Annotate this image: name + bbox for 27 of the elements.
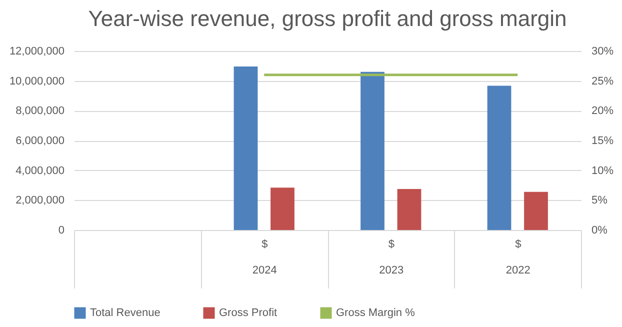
legend-label: Gross Margin % (336, 307, 416, 319)
y2-tick-label: 5% (592, 194, 608, 207)
y-tick-label: 4,000,000 (16, 164, 64, 177)
bar (270, 188, 294, 230)
y-tick-label: 2,000,000 (16, 194, 64, 207)
bar (397, 188, 422, 230)
y2-tick-label: 15% (592, 135, 614, 147)
bar (524, 192, 548, 230)
y2-tick-label: 20% (592, 105, 614, 118)
y-tick-label: 12,000,000 (9, 46, 64, 58)
category-label: $ 2023 (379, 238, 404, 276)
bar (360, 72, 384, 230)
y-tick-label: 0 (58, 224, 64, 236)
y2-tick-label: 0% (592, 224, 608, 236)
legend-label: Gross Profit (219, 307, 278, 319)
chart-title: Year-wise revenue, gross profit and gross margin (88, 6, 567, 31)
y-tick-label: 10,000,000 (9, 75, 64, 88)
y2-tick-label: 10% (592, 164, 614, 177)
y-tick-label: 8,000,000 (16, 105, 64, 118)
y2-tick-label: 30% (592, 46, 614, 58)
legend-label: Total Revenue (90, 307, 160, 319)
category-label: $ 2024 (252, 238, 277, 276)
y-tick-label: 6,000,000 (16, 135, 64, 147)
category-label: $ 2022 (506, 238, 530, 276)
y2-tick-label: 25% (592, 75, 614, 88)
bar (487, 86, 512, 230)
bar (234, 66, 258, 230)
